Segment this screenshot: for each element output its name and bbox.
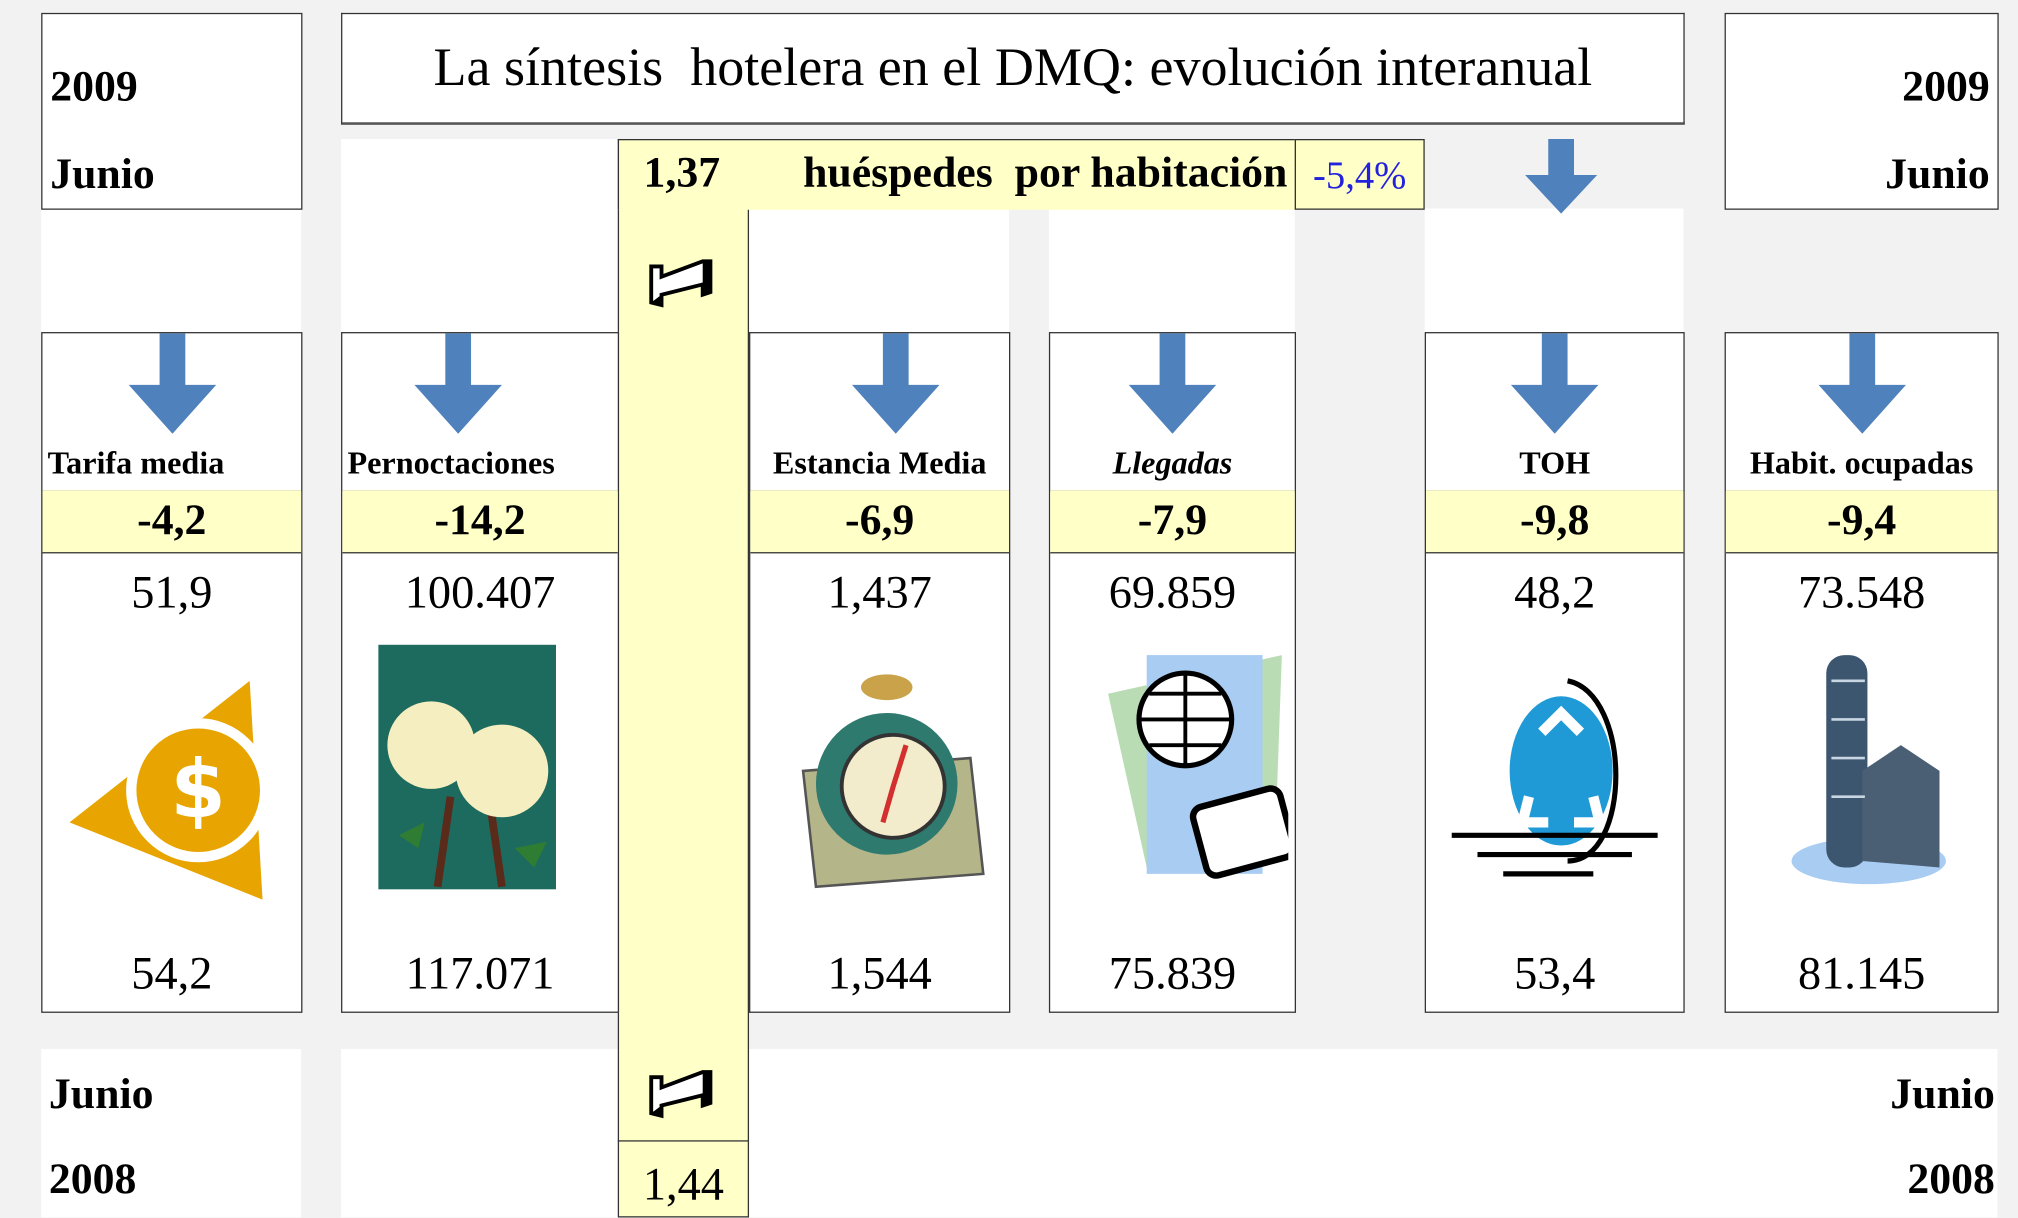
panel-label: Estancia Media [750,439,1009,492]
month: Junio [1885,151,1990,200]
panel-change: -9,4 [1726,490,1998,553]
year: 2009 [1902,63,1990,112]
money-icon: $ [56,642,288,912]
page: 2009 Junio 2009 Junio Junio 2008 Junio 2… [0,0,2018,1218]
arrow [844,333,947,436]
blank-area [341,139,618,332]
panel-change: -4,2 [42,490,301,553]
panel-label: Habit. ocupadas [1726,439,1998,492]
year: 2008 [49,1156,137,1205]
arrow [1810,333,1913,436]
panel-current: 51,9 [42,565,301,619]
year: 2008 [1907,1156,1995,1205]
year: 2009 [50,63,138,112]
corner-box: 2009 Junio [41,13,302,210]
panel: Llegadas -7,9 69.859 75.839 [1049,332,1296,1013]
panel: Tarifa media -4,2 51,9 $ 54,2 [41,332,302,1013]
blank-area [41,208,301,332]
arrow [1523,139,1600,216]
blank-area [1425,208,1684,332]
panel-current: 1,437 [750,565,1009,619]
corner-box: 2009 Junio [1725,13,1999,210]
blank-area [1049,208,1295,332]
panel-change: -7,9 [1050,490,1295,553]
panel-current: 69.859 [1050,565,1295,619]
svg-text:$: $ [170,743,226,836]
panel-label: TOH [1426,439,1683,492]
arrow [1503,333,1606,436]
panel-label: Llegadas [1050,439,1295,492]
panel-change: -9,8 [1426,490,1683,553]
panel-previous: 75.839 [1050,946,1295,1000]
guests-previous: 1,44 [618,1140,749,1217]
guests-current: 1,37 [644,149,721,198]
panel-current: 73.548 [1726,565,1998,619]
panel-previous: 1,544 [750,946,1009,1000]
blank-area [749,208,1009,332]
panel-label: Pernoctaciones [342,439,617,492]
panel-previous: 117.071 [342,946,617,1000]
arrow [407,333,510,436]
bed-icon [644,1049,721,1126]
building-icon [1746,642,1978,912]
panel: Habit. ocupadas -9,4 73.548 81.145 [1725,332,1999,1013]
panel-change: -6,9 [750,490,1009,553]
panel-previous: 54,2 [42,946,301,1000]
panel: TOH -9,8 48,2 53,4 [1425,332,1685,1013]
panel-previous: 53,4 [1426,946,1683,1000]
title: La síntesis hotelera en el DMQ: evolució… [341,13,1685,125]
blank-area [341,1049,1997,1218]
roses-icon [360,642,592,912]
panel-current: 48,2 [1426,565,1683,619]
panel: Pernoctaciones -14,2 100.407 117.071 [341,332,619,1013]
month: Junio [1890,1071,1995,1120]
arrow [120,333,223,436]
clock-icon [764,642,996,912]
arrow [1121,333,1224,436]
panel-label: Tarifa media [42,439,301,492]
bed-icon [644,238,721,315]
recycle-icon [1439,642,1671,912]
month: Junio [50,151,155,200]
travel-icon [1057,642,1289,912]
panel-current: 100.407 [342,565,617,619]
panel-previous: 81.145 [1726,946,1998,1000]
panel-change: -14,2 [342,490,617,553]
guests-label: huéspedes por habitación [803,149,1287,198]
guests-change: -5,4% [1295,139,1425,210]
month: Junio [49,1071,154,1120]
infographic: 2009 Junio 2009 Junio Junio 2008 Junio 2… [0,0,2018,1218]
panel: Estancia Media -6,9 1,437 1,544 [749,332,1010,1013]
